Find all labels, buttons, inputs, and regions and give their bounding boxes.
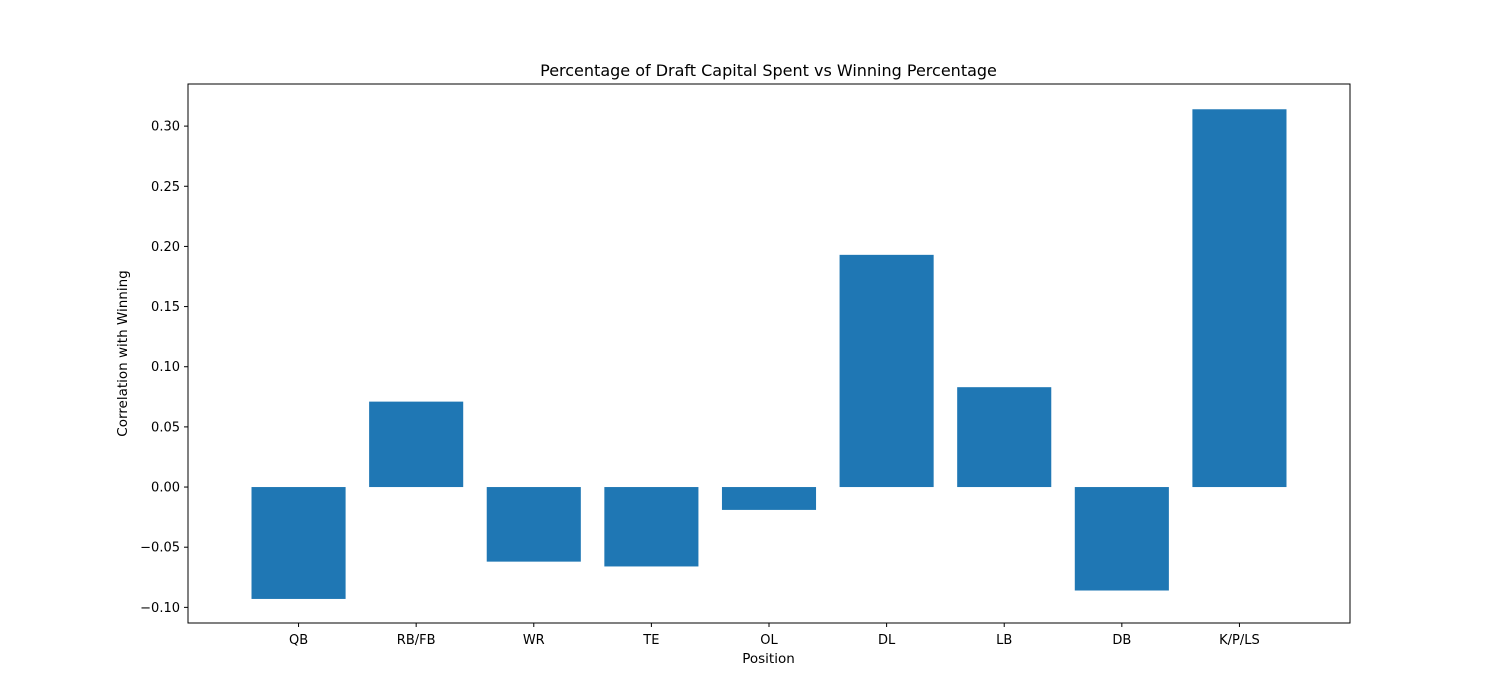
x-tick-label: DL: [878, 633, 896, 648]
plot-frame: [187, 83, 1351, 624]
y-tick-label: 0.10: [151, 360, 180, 375]
y-tick-label: 0.15: [151, 300, 180, 315]
x-axis-ticks: QB RB/FB WR TE OL DL LB DB K/P/LS: [289, 623, 1260, 648]
y-tick-label: 0.20: [151, 240, 180, 255]
x-tick-label: OL: [760, 633, 778, 648]
bar-te: [604, 487, 699, 567]
bar-ol: [721, 487, 817, 510]
y-tick-label: 0.00: [151, 481, 180, 496]
bar-dl: [839, 254, 934, 488]
x-tick-label: WR: [523, 633, 545, 648]
x-tick-label: DB: [1112, 633, 1131, 648]
x-tick-label: LB: [996, 633, 1012, 648]
x-tick-label: RB/FB: [397, 633, 436, 648]
bars-group: [251, 109, 1287, 599]
x-tick-label: K/P/LS: [1219, 633, 1260, 648]
y-tick-label: 0.05: [151, 420, 180, 435]
chart-title: Percentage of Draft Capital Spent vs Win…: [540, 61, 997, 80]
x-tick-label: QB: [289, 633, 308, 648]
bar-qb: [251, 487, 346, 599]
x-tick-label: TE: [642, 633, 659, 648]
y-axis-label: Correlation with Winning: [115, 270, 131, 436]
bar-rb-fb: [369, 401, 464, 488]
y-tick-label: 0.30: [151, 120, 180, 135]
x-axis-label: Position: [742, 651, 795, 667]
y-tick-label: −0.10: [140, 601, 180, 616]
bar-lb: [957, 387, 1052, 488]
y-tick-label: −0.05: [140, 541, 180, 556]
bar-db: [1074, 487, 1169, 591]
y-tick-label: 0.25: [151, 180, 180, 195]
bar-wr: [486, 487, 581, 562]
bar-k-p-ls: [1192, 109, 1287, 488]
y-axis-ticks: −0.10 −0.05 0.00 0.05 0.10 0.15 0.20 0.25 0.30: [140, 120, 188, 616]
